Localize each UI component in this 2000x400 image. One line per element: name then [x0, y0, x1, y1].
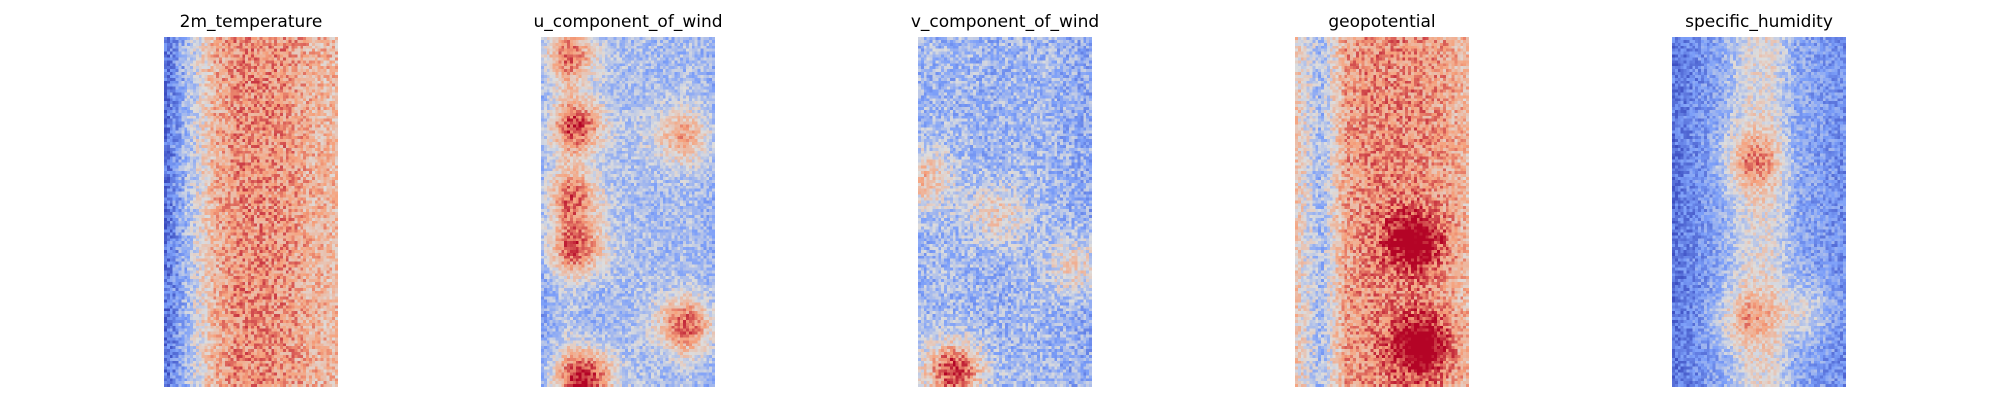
panel-title: u_component_of_wind: [533, 12, 723, 32]
panel-2m-temperature: 2m_temperature: [164, 0, 338, 400]
panel-title: 2m_temperature: [179, 12, 323, 32]
heatmap-specific-humidity: [1672, 37, 1846, 387]
panel-title: v_component_of_wind: [910, 12, 1100, 32]
heatmap-u-component-of-wind: [541, 37, 715, 387]
panel-title: geopotential: [1328, 12, 1436, 32]
heatmap-2m-temperature: [164, 37, 338, 387]
panel-geopotential: geopotential: [1295, 0, 1469, 400]
panel-specific-humidity: specific_humidity: [1672, 0, 1846, 400]
panel-title: specific_humidity: [1685, 12, 1833, 32]
panel-u-component-of-wind: u_component_of_wind: [533, 0, 723, 400]
heatmap-v-component-of-wind: [918, 37, 1092, 387]
panel-v-component-of-wind: v_component_of_wind: [911, 0, 1099, 400]
heatmap-geopotential: [1295, 37, 1469, 387]
